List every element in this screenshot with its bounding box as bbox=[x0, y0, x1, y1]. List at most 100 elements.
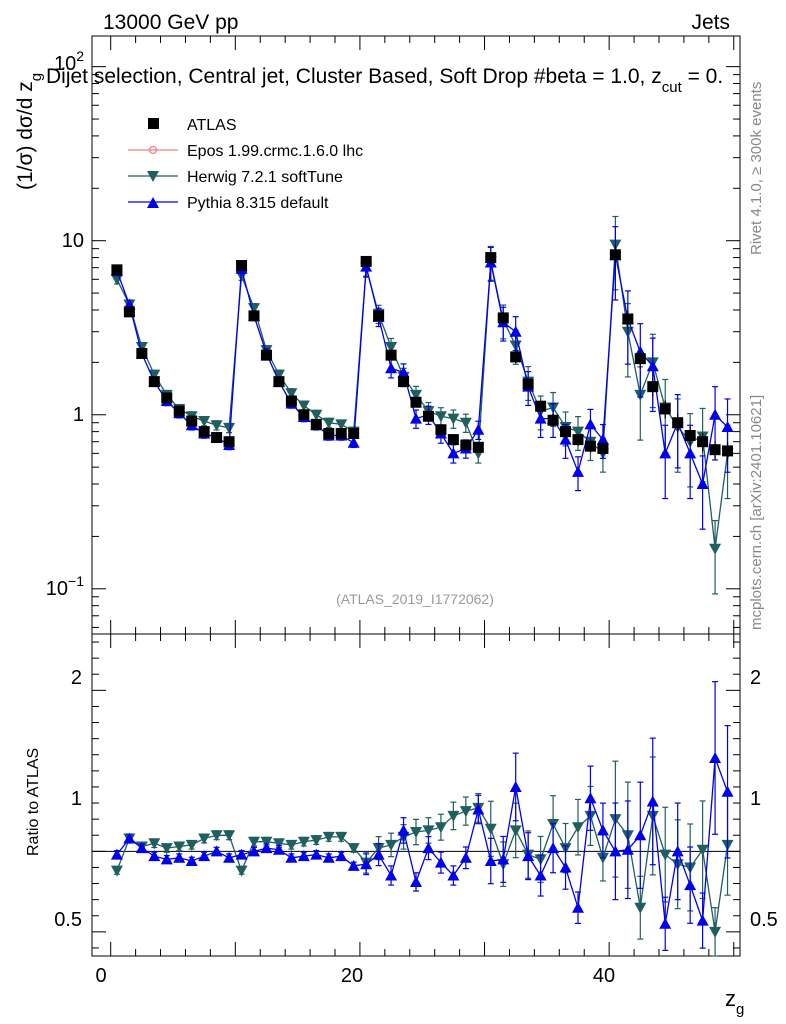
ratio-herwig-point bbox=[310, 835, 323, 847]
ratio-pythia-point bbox=[385, 869, 398, 881]
ratio-pythia-point bbox=[559, 861, 572, 873]
herwig-point bbox=[272, 369, 285, 381]
atlas-point bbox=[510, 351, 522, 363]
atlas-point bbox=[273, 376, 285, 388]
ratio-pythia-point bbox=[484, 855, 497, 867]
atlas-point bbox=[622, 313, 634, 325]
atlas-point bbox=[236, 260, 248, 272]
atlas-point bbox=[597, 442, 609, 454]
ratio-pythia-point bbox=[248, 845, 260, 857]
x-tick-label-0: 0 bbox=[95, 965, 106, 987]
ratio-tick-label-1-right: 1 bbox=[750, 788, 761, 810]
atlas-point bbox=[485, 252, 497, 264]
y-tick-label-0p1: 10−1 bbox=[46, 573, 84, 600]
ratio-herwig-point bbox=[297, 836, 310, 848]
ratio-herwig-point bbox=[347, 843, 360, 855]
ratio-pythia-point bbox=[584, 792, 597, 804]
pythia-point bbox=[410, 412, 422, 424]
herwig-point bbox=[410, 389, 422, 401]
pythia-point bbox=[447, 447, 460, 459]
legend-marker-atlas bbox=[148, 118, 159, 129]
ratio-herwig-point bbox=[210, 830, 223, 842]
pythia-point bbox=[347, 436, 360, 448]
ratio-herwig-point bbox=[198, 833, 211, 845]
atlas-point bbox=[348, 428, 360, 440]
pythia-point bbox=[659, 447, 672, 459]
herwig-point bbox=[110, 274, 123, 286]
atlas-point bbox=[722, 445, 734, 457]
atlas-point bbox=[584, 440, 596, 452]
herwig-point bbox=[310, 409, 323, 421]
ratio-pythia-point bbox=[709, 751, 722, 763]
ratio-herwig-point bbox=[410, 827, 422, 839]
ratio-pythia-point bbox=[173, 851, 186, 863]
ratio-pythia-point bbox=[534, 869, 547, 881]
x-tick-label-20: 20 bbox=[341, 965, 363, 987]
ratio-tick-label-0p5-right: 0.5 bbox=[750, 909, 778, 931]
ratio-tick-label-2-left: 2 bbox=[71, 667, 82, 689]
main-series-pythia bbox=[110, 226, 734, 530]
ratio-herwig-point bbox=[235, 865, 248, 877]
rivet-side-label: Rivet 4.1.0, ≥ 300k events bbox=[748, 82, 765, 255]
ratio-pythia-point bbox=[135, 842, 148, 854]
atlas-point bbox=[609, 249, 621, 261]
atlas-point bbox=[323, 428, 335, 440]
ratio-pythia-point bbox=[360, 858, 373, 870]
herwig-point bbox=[459, 417, 472, 429]
ratio-pythia-point bbox=[297, 850, 310, 862]
plot-subtitle: Dijet selection, Central jet, Cluster Ba… bbox=[46, 65, 723, 96]
ratio-pythia-point bbox=[410, 875, 422, 887]
ratio-pythia-point bbox=[210, 845, 223, 857]
atlas-point bbox=[435, 424, 447, 436]
herwig-point bbox=[572, 426, 584, 438]
ratio-pythia-point bbox=[472, 803, 485, 815]
ratio-herwig-point bbox=[696, 844, 709, 856]
pythia-point bbox=[721, 421, 734, 433]
ratio-pythia-point bbox=[646, 795, 659, 807]
herwig-point bbox=[434, 411, 447, 423]
ratio-pythia-point bbox=[160, 853, 173, 865]
ratio-pythia-point bbox=[260, 842, 273, 854]
ratio-pythia-point bbox=[447, 869, 460, 881]
ratio-herwig-point bbox=[110, 865, 123, 877]
ratio-pythia-point bbox=[684, 879, 697, 891]
ratio-pythia-point bbox=[572, 901, 584, 913]
atlas-point bbox=[535, 400, 547, 412]
legend-label-atlas: ATLAS bbox=[187, 117, 237, 134]
ratio-tick-label-1-left: 1 bbox=[71, 788, 82, 810]
ratio-pythia-point bbox=[148, 850, 161, 862]
pythia-point bbox=[397, 366, 410, 378]
ratio-herwig-point bbox=[322, 831, 335, 843]
pythia-point bbox=[684, 447, 697, 459]
herwig-point bbox=[709, 543, 722, 555]
herwig-point bbox=[322, 417, 335, 429]
ratio-pythia-point bbox=[459, 851, 472, 863]
ratio-pythia-point bbox=[310, 848, 323, 860]
y-tick-label-10: 10 bbox=[62, 230, 84, 252]
atlas-point bbox=[148, 376, 160, 388]
ratio-herwig-point bbox=[173, 841, 186, 853]
atlas-point bbox=[335, 428, 347, 440]
atlas-point bbox=[447, 434, 459, 446]
ratio-pythia-point bbox=[335, 850, 348, 862]
atlas-point bbox=[572, 434, 584, 446]
atlas-point bbox=[310, 418, 322, 430]
category-label: Jets bbox=[691, 11, 730, 34]
ratio-pythia-point bbox=[721, 785, 734, 797]
x-ticks bbox=[110, 36, 735, 956]
atlas-point bbox=[123, 306, 135, 318]
ratio-pythia-point bbox=[547, 842, 560, 854]
atlas-point bbox=[634, 353, 646, 365]
ratio-ticks bbox=[92, 641, 740, 949]
pythia-point bbox=[509, 325, 522, 337]
atlas-point bbox=[198, 426, 210, 438]
ratio-herwig-point bbox=[422, 825, 435, 837]
ratio-pythia-line bbox=[116, 757, 729, 924]
atlas-point bbox=[472, 441, 484, 453]
ratio-herwig-point bbox=[709, 926, 722, 938]
legend-label-epos: Epos 1.99.crmc.1.6.0 lhc bbox=[187, 143, 363, 160]
legend-marker-epos bbox=[148, 145, 158, 155]
atlas-point bbox=[373, 310, 385, 322]
herwig-point bbox=[210, 420, 223, 432]
